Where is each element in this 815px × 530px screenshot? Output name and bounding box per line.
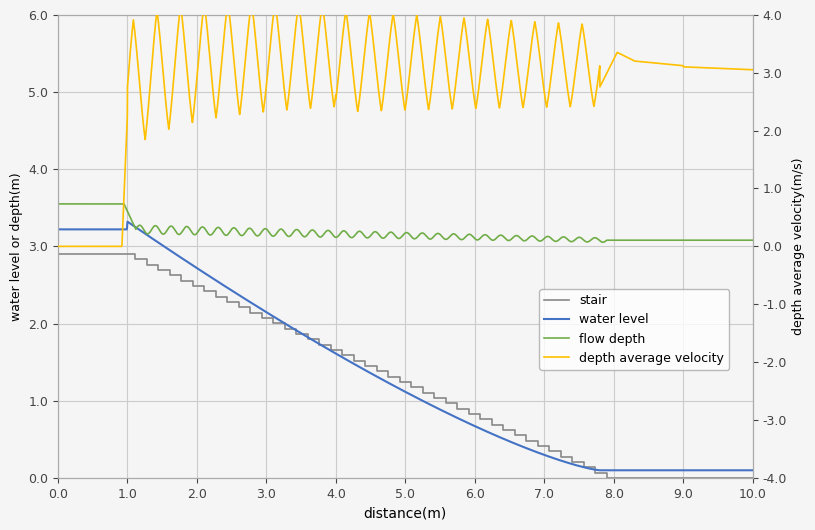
depth average velocity — [350, 92, 360, 99]
stair — [200, 288, 209, 295]
X-axis label: distance(m): distance(m) — [363, 506, 447, 520]
depth average velocity — [558, 49, 568, 55]
water level — [596, 467, 606, 473]
water level — [359, 367, 369, 373]
Line: flow depth: flow depth — [58, 204, 752, 242]
depth average velocity — [247, 0, 257, 5]
flow depth — [598, 239, 608, 245]
Y-axis label: water level or depth(m): water level or depth(m) — [10, 172, 23, 321]
Line: depth average velocity: depth average velocity — [58, 2, 752, 246]
depth average velocity — [726, 66, 736, 72]
stair — [430, 390, 439, 396]
Line: stair: stair — [58, 254, 752, 478]
water level — [531, 448, 540, 455]
flow depth — [89, 201, 99, 207]
stair — [499, 427, 509, 433]
flow depth — [53, 201, 63, 207]
stair — [395, 379, 405, 385]
water level — [335, 352, 345, 359]
Line: water level: water level — [58, 222, 752, 470]
stair — [601, 475, 611, 481]
depth average velocity — [53, 243, 63, 250]
water level — [122, 218, 132, 225]
depth average velocity — [383, 50, 393, 56]
flow depth — [601, 238, 610, 244]
water level — [609, 467, 619, 473]
stair — [747, 475, 757, 481]
stair — [53, 251, 63, 257]
water level — [53, 226, 63, 233]
flow depth — [728, 237, 738, 243]
flow depth — [747, 237, 757, 243]
water level — [747, 467, 757, 473]
depth average velocity — [692, 64, 702, 70]
Y-axis label: depth average velocity(m/s): depth average velocity(m/s) — [792, 157, 805, 335]
flow depth — [728, 237, 738, 243]
stair — [130, 256, 140, 262]
water level — [596, 467, 606, 473]
depth average velocity — [345, 40, 355, 47]
flow depth — [391, 233, 401, 240]
depth average velocity — [747, 67, 757, 73]
flow depth — [372, 229, 382, 236]
water level — [125, 220, 134, 226]
stair — [487, 416, 496, 422]
Legend: stair, water level, flow depth, depth average velocity: stair, water level, flow depth, depth av… — [540, 289, 729, 370]
